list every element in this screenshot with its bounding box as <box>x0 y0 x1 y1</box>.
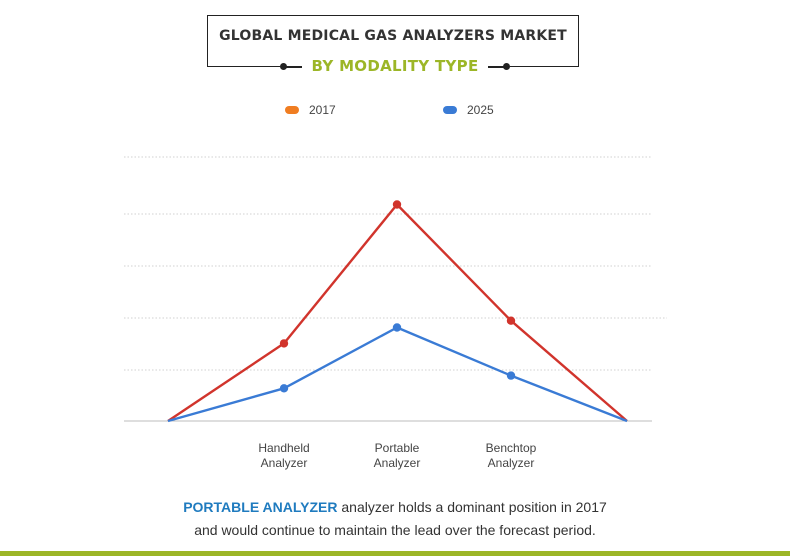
series-2025-point <box>506 371 516 380</box>
x-tick-label: Portable <box>375 441 420 455</box>
x-tick-label: Benchtop <box>486 441 537 455</box>
x-tick-label: Analyzer <box>374 456 421 470</box>
series-2025-point <box>279 384 289 393</box>
subtitle-right-line <box>488 66 506 68</box>
chart-title: GLOBAL MEDICAL GAS ANALYZERS MARKET <box>219 28 567 44</box>
series-2025-point <box>392 323 402 332</box>
caption-highlight: PORTABLE ANALYZER <box>183 499 338 515</box>
subtitle-left-line <box>284 66 302 68</box>
x-tick-label: Handheld <box>258 441 309 455</box>
series-2017-point <box>392 200 402 209</box>
subtitle-right-dot <box>503 63 510 70</box>
series-2017-line <box>167 203 628 422</box>
subtitle-left-dot <box>280 63 287 70</box>
legend-swatch-2025 <box>443 106 457 114</box>
x-tick-label: Analyzer <box>261 456 308 470</box>
chart-subtitle-group: BY MODALITY TYPE <box>280 54 510 80</box>
caption-line-1: PORTABLE ANALYZER analyzer holds a domin… <box>0 496 790 519</box>
chart-subtitle: BY MODALITY TYPE <box>311 57 479 75</box>
x-tick-label: Analyzer <box>488 456 535 470</box>
legend-label-2025: 2025 <box>467 103 494 117</box>
legend-label-2017: 2017 <box>309 103 336 117</box>
legend-item-2017: 2017 <box>285 102 336 118</box>
bottom-accent-bar <box>0 551 790 556</box>
series-2017-point <box>279 339 289 348</box>
legend-item-2025: 2025 <box>443 102 494 118</box>
caption-line-2: and would continue to maintain the lead … <box>194 522 596 538</box>
legend-swatch-2017 <box>285 106 299 114</box>
caption-line-1-text: analyzer holds a dominant position in 20… <box>337 499 607 515</box>
series-2017-point <box>506 316 516 325</box>
chart-caption: PORTABLE ANALYZER analyzer holds a domin… <box>0 496 790 542</box>
